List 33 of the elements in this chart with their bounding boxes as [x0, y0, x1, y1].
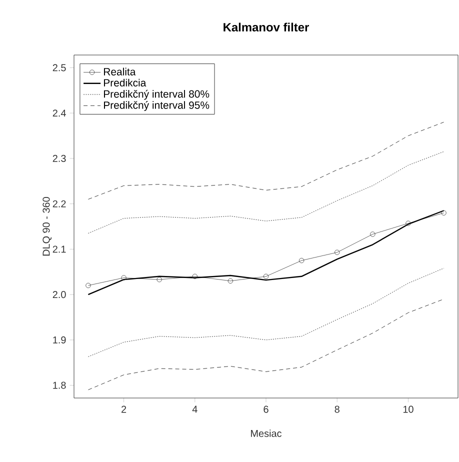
y-tick-label: 1.9: [53, 336, 66, 344]
legend-label: Predikčný interval 80%: [104, 90, 210, 100]
x-axis-title: Mesiac: [251, 430, 282, 437]
point: [370, 232, 376, 237]
x-tick-label: 6: [264, 406, 268, 413]
x-tick-label: 10: [403, 406, 414, 413]
legend-label: Predikčný interval 95%: [104, 101, 210, 111]
legend-label: Predikcia: [104, 78, 146, 87]
y-tick-label: 2.5: [52, 64, 66, 72]
line-series: [88, 151, 444, 234]
y-tick-label: 2.0: [52, 291, 66, 298]
y-tick-label: 2.2: [52, 200, 66, 208]
point: [334, 250, 340, 255]
legend-label: Realita: [104, 68, 136, 76]
y-tick-label: 2.4: [52, 110, 66, 117]
y-axis-title: DLQ 90 - 360: [42, 196, 52, 256]
point: [192, 274, 198, 279]
x-tick-label: 4: [192, 406, 198, 413]
line-series: [88, 298, 444, 390]
y-tick-label: 1.8: [53, 382, 66, 389]
y-tick-label: 2.1: [52, 246, 66, 253]
chart-title: Kalmanov filter: [224, 22, 309, 32]
y-tick-label: 2.3: [52, 154, 66, 162]
point: [406, 220, 411, 226]
x-tick-label: 2: [122, 406, 126, 413]
line-series: [88, 122, 444, 200]
point: [298, 258, 304, 264]
point: [263, 274, 269, 279]
point: [228, 278, 234, 284]
point: [156, 276, 162, 282]
line-series: [88, 268, 444, 357]
x-tick-label: 8: [334, 406, 340, 413]
point: [121, 275, 126, 280]
